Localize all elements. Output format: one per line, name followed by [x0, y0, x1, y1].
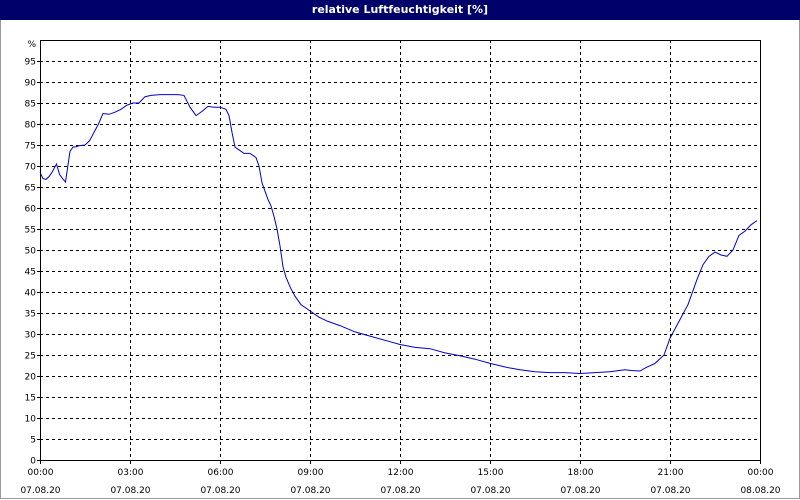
y-tick-label: 15: [25, 394, 36, 404]
x-tick-date: 07.08.20: [560, 486, 600, 496]
y-tick-label: 20: [25, 373, 37, 383]
y-tick-label: 0: [30, 457, 36, 467]
y-tick-label: 35: [25, 310, 36, 320]
x-tick-time: 09:00: [298, 468, 324, 478]
y-tick-label: 25: [25, 352, 36, 362]
x-tick-time: 06:00: [208, 468, 234, 478]
grid-lines: [40, 40, 760, 460]
y-tick-label: 5: [30, 436, 36, 446]
y-tick-label: 80: [25, 121, 37, 131]
x-tick-time: 00:00: [748, 468, 774, 478]
x-axis-ticks: 00:00 07.08.20 03:00 07.08.20 06:00 07.08.20 0…: [20, 460, 781, 496]
x-tick-time: 21:00: [658, 468, 684, 478]
y-tick-label: 60: [25, 205, 37, 215]
x-tick-date: 07.08.20: [110, 486, 150, 496]
x-tick-date: 07.08.20: [470, 486, 510, 496]
y-tick-label: 65: [25, 184, 36, 194]
x-tick-time: 03:00: [118, 468, 144, 478]
x-tick-time: 18:00: [568, 468, 594, 478]
x-tick-time: 00:00: [28, 468, 54, 478]
y-tick-label: 70: [25, 163, 37, 173]
y-tick-label: 90: [25, 79, 37, 89]
y-axis-label: %: [27, 40, 36, 50]
x-tick-date: 07.08.20: [20, 486, 60, 496]
x-tick-date: 08.08.20: [740, 486, 780, 496]
y-tick-label: 75: [25, 142, 36, 152]
y-tick-label: 55: [25, 226, 36, 236]
x-tick-date: 07.08.20: [380, 486, 420, 496]
x-tick-time: 15:00: [478, 468, 504, 478]
y-tick-label: 50: [25, 247, 37, 257]
y-tick-label: 95: [25, 58, 36, 68]
series-line: [39, 94, 758, 375]
x-tick-time: 12:00: [388, 468, 414, 478]
y-tick-label: 45: [25, 268, 36, 278]
chart-title: relative Luftfeuchtigkeit [%]: [0, 0, 800, 20]
y-tick-label: 40: [25, 289, 37, 299]
y-tick-label: 85: [25, 100, 36, 110]
x-tick-date: 07.08.20: [200, 486, 240, 496]
y-tick-label: 10: [25, 415, 37, 425]
y-axis-ticks: 0 5 10 15 20 25 30 35 40 45 50 55 60 65 70 75 80 85 90 95: [25, 58, 40, 467]
x-tick-date: 07.08.20: [650, 486, 690, 496]
y-tick-label: 30: [25, 331, 37, 341]
x-tick-date: 07.08.20: [290, 486, 330, 496]
